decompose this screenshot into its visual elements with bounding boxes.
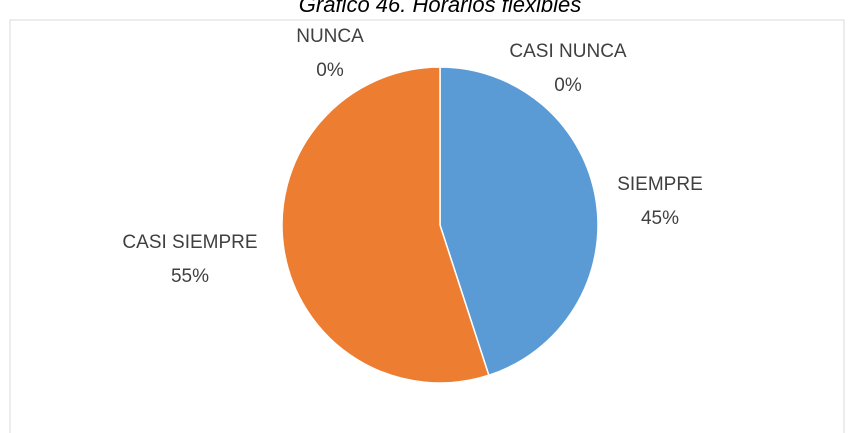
slice-category-label: CASI NUNCA	[509, 41, 627, 62]
slice-value-label: 0%	[554, 75, 582, 96]
slice-value-label: 45%	[641, 208, 679, 229]
slice-value-label: 0%	[316, 60, 344, 81]
chart-title: Gráfico 46. Horarios flexibles	[299, 0, 581, 17]
chart-frame	[9, 19, 845, 433]
slice-category-label: CASI SIEMPRE	[122, 232, 257, 253]
pie-slice	[439, 66, 599, 377]
slice-category-label: SIEMPRE	[617, 174, 703, 195]
slice-category-label: NUNCA	[296, 26, 364, 47]
slice-value-label: 55%	[171, 266, 209, 287]
pie-slice	[281, 66, 490, 384]
